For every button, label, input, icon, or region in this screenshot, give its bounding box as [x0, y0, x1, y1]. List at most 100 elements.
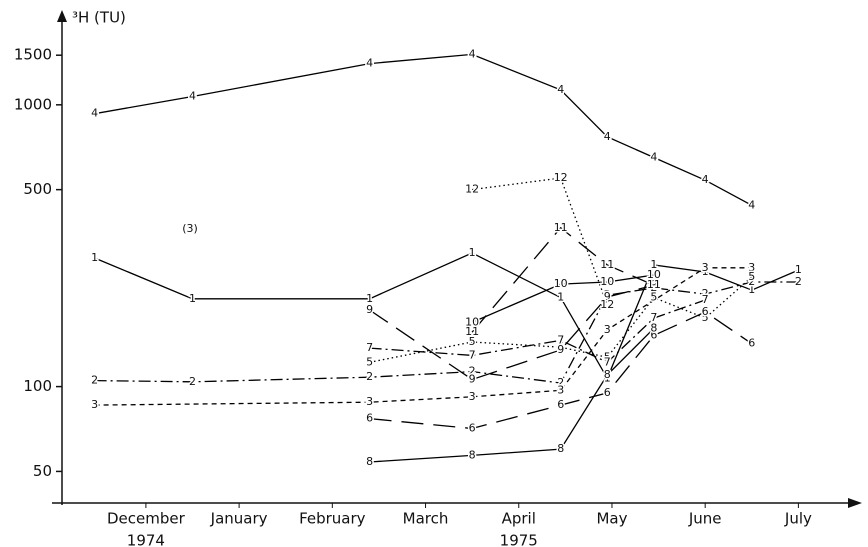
- point-marker: 2: [366, 370, 373, 383]
- point-marker: 2: [702, 287, 709, 300]
- point-marker: 10: [554, 277, 568, 290]
- point-marker: 7: [469, 348, 476, 361]
- point-marker: 12: [600, 298, 614, 311]
- point-marker: 5: [366, 355, 373, 368]
- y-tick-label: 100: [23, 377, 52, 395]
- point-marker: 3: [702, 261, 709, 274]
- series-line: [94, 252, 799, 380]
- point-marker: 4: [91, 107, 98, 120]
- point-marker: 7: [650, 311, 657, 324]
- year-label: 1975: [500, 532, 538, 547]
- point-marker: 4: [702, 173, 709, 186]
- point-marker: 1: [650, 258, 657, 271]
- point-marker: 2: [650, 281, 657, 294]
- point-marker: 10: [647, 268, 661, 281]
- y-tick-label: 1500: [14, 46, 52, 64]
- point-marker: 6: [748, 337, 755, 350]
- point-marker: 2: [795, 275, 802, 288]
- series-line: [472, 177, 608, 306]
- point-marker: 3: [469, 390, 476, 403]
- point-marker: 6: [469, 422, 476, 435]
- point-marker: 1: [189, 292, 196, 305]
- point-marker: 5: [702, 311, 709, 324]
- point-marker: 4: [366, 57, 373, 70]
- point-marker: 12: [554, 171, 568, 184]
- series-line: [94, 53, 753, 206]
- point-marker: 1: [748, 283, 755, 296]
- point-marker: 9: [604, 290, 611, 303]
- point-marker: 2: [748, 275, 755, 288]
- point-marker: 12: [465, 183, 479, 196]
- point-marker: 4: [604, 130, 611, 143]
- point-marker: 6: [650, 328, 657, 341]
- point-marker: 3: [91, 398, 98, 411]
- series-line: [369, 276, 753, 363]
- point-marker: 3: [366, 395, 373, 408]
- point-marker: 8: [650, 321, 657, 334]
- point-marker: 2: [604, 288, 611, 301]
- point-marker: 4: [748, 198, 755, 211]
- y-tick-label: 50: [33, 462, 52, 480]
- point-marker: 8: [469, 448, 476, 461]
- point-marker: 7: [366, 341, 373, 354]
- point-marker: 11: [554, 221, 568, 234]
- point-marker: 3: [557, 383, 564, 396]
- point-marker: 9: [650, 278, 657, 291]
- series-line: [94, 267, 752, 406]
- point-marker: 6: [702, 305, 709, 318]
- point-marker: 11: [465, 325, 479, 338]
- x-tick-label: March: [403, 510, 449, 528]
- series-line: [94, 281, 799, 384]
- x-tick-label: April: [502, 510, 536, 528]
- point-marker: 10: [465, 315, 479, 328]
- point-marker: 8: [366, 455, 373, 468]
- point-marker: 7: [557, 333, 564, 346]
- point-marker: 1: [604, 371, 611, 384]
- series-line: [369, 284, 655, 381]
- x-axis-arrow: [848, 498, 862, 508]
- point-marker: 10: [600, 275, 614, 288]
- point-marker: 4: [469, 47, 476, 60]
- x-tick-label: January: [210, 510, 268, 528]
- point-marker: 8: [557, 442, 564, 455]
- annotation: (3): [182, 222, 198, 235]
- point-marker: 6: [366, 412, 373, 425]
- y-axis-arrow: [57, 10, 67, 22]
- point-marker: 11: [647, 278, 661, 291]
- y-tick-label: 500: [23, 180, 52, 198]
- point-marker: 2: [469, 365, 476, 378]
- point-marker: 1: [366, 292, 373, 305]
- point-marker: 9: [557, 343, 564, 356]
- x-tick-label: February: [299, 510, 366, 528]
- point-marker: 1: [702, 265, 709, 278]
- x-tick-label: June: [688, 510, 722, 528]
- point-marker: 3: [604, 323, 611, 336]
- series-line: [369, 299, 706, 364]
- point-marker: 1: [557, 291, 564, 304]
- x-tick-label: May: [596, 510, 627, 528]
- series-line: [471, 274, 654, 323]
- point-marker: 11: [600, 258, 614, 271]
- point-marker: 9: [469, 372, 476, 385]
- point-marker: 5: [748, 270, 755, 283]
- point-marker: 4: [650, 151, 657, 164]
- point-marker: 5: [557, 340, 564, 353]
- point-marker: 6: [604, 386, 611, 399]
- point-marker: 4: [557, 83, 564, 96]
- point-marker: 1: [795, 263, 802, 276]
- point-marker: 6: [557, 398, 564, 411]
- point-marker: 3: [748, 261, 755, 274]
- point-marker: 2: [557, 376, 564, 389]
- year-label: 1974: [127, 532, 165, 547]
- point-marker: 2: [189, 375, 196, 388]
- point-marker: 1: [469, 246, 476, 259]
- y-axis-label: ³H (TU): [72, 9, 126, 27]
- series-line: [471, 226, 655, 333]
- point-marker: 5: [650, 291, 657, 304]
- point-marker: 8: [604, 368, 611, 381]
- point-marker: 1: [91, 251, 98, 264]
- point-marker: 5: [604, 350, 611, 363]
- series-line: [369, 327, 655, 463]
